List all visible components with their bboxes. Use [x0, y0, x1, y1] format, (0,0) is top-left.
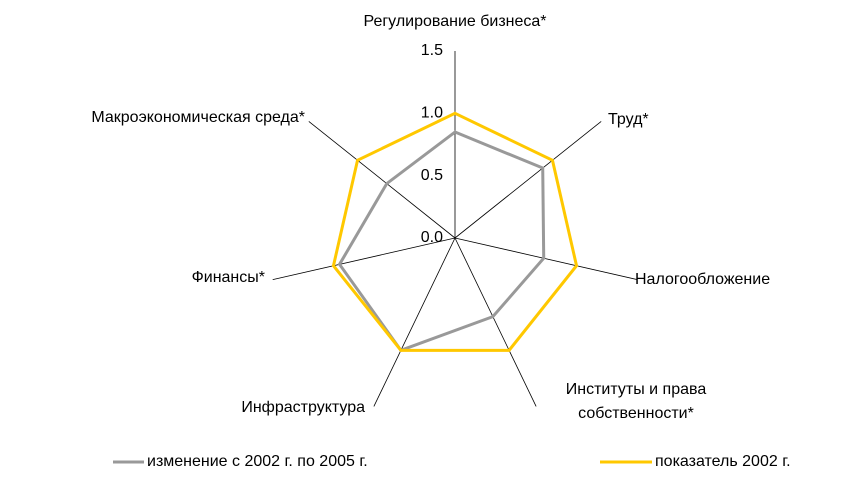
r-tick-label: 1.5 [421, 42, 443, 59]
legend-label: показатель 2002 г. [655, 453, 791, 470]
axis-line [308, 121, 456, 239]
r-tick-label: 0.0 [421, 229, 443, 246]
r-tick-label: 0.5 [421, 167, 443, 184]
category-label: Налогообложение [635, 271, 770, 288]
r-tick-label: 1.0 [421, 105, 443, 122]
category-label: Труд* [608, 111, 649, 128]
category-label: Макроэкономическая среда* [91, 109, 305, 126]
category-label: Регулирование бизнеса* [363, 13, 546, 30]
category-label: Финансы* [192, 269, 265, 286]
axis-line [272, 237, 456, 281]
axis-line [454, 121, 602, 239]
series-line [331, 111, 579, 352]
axis-line [454, 237, 537, 407]
axis-line [454, 237, 638, 281]
category-label: Инфраструктура [241, 399, 365, 416]
series-line [337, 130, 546, 353]
category-label: Институты и права собственности* [566, 381, 707, 422]
axis-line [373, 237, 456, 407]
legend-label: изменение с 2002 г. по 2005 г. [147, 453, 368, 470]
